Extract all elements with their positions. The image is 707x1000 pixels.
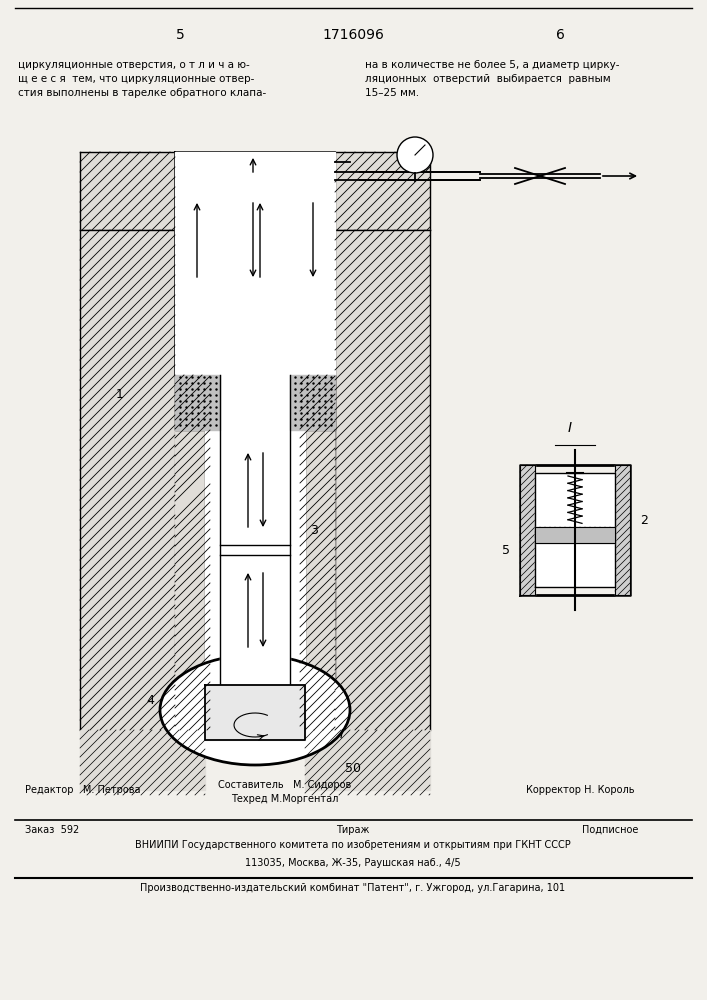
Text: 6: 6: [556, 28, 564, 42]
Text: Составитель   М. Сидоров
Техред М.Моргентал: Составитель М. Сидоров Техред М.Моргента…: [218, 780, 351, 804]
Text: Заказ  592: Заказ 592: [25, 825, 79, 835]
Text: на в количестве не более 5, а диаметр цирку-
ляционных  отверстий  выбирается  р: на в количестве не более 5, а диаметр ци…: [365, 60, 619, 98]
Polygon shape: [335, 152, 430, 230]
Polygon shape: [615, 465, 630, 595]
Text: ВНИИПИ Государственного комитета по изобретениям и открытиям при ГКНТ СССР: ВНИИПИ Государственного комитета по изоб…: [135, 840, 571, 850]
Text: 5: 5: [502, 544, 510, 556]
Polygon shape: [305, 375, 335, 730]
Polygon shape: [335, 230, 430, 730]
Text: 4: 4: [146, 694, 154, 706]
Text: 113035, Москва, Ж-35, Раушская наб., 4/5: 113035, Москва, Ж-35, Раушская наб., 4/5: [245, 858, 461, 868]
Polygon shape: [175, 375, 205, 730]
Text: Производственно-издательский комбинат "Патент", г. Ужгород, ул.Гагарина, 101: Производственно-издательский комбинат "П…: [141, 883, 566, 893]
Text: Подписное: Подписное: [582, 825, 638, 835]
Text: 3: 3: [310, 524, 318, 536]
Polygon shape: [205, 420, 305, 730]
Polygon shape: [80, 230, 175, 730]
Text: Редактор   М. Петрова: Редактор М. Петрова: [25, 785, 141, 795]
Text: циркуляционные отверстия, о т л и ч а ю-
щ е е с я  тем, что циркуляционные отве: циркуляционные отверстия, о т л и ч а ю-…: [18, 60, 267, 98]
Text: Корректор Н. Король: Корректор Н. Король: [526, 785, 634, 795]
Polygon shape: [535, 527, 615, 543]
Text: Тираж: Тираж: [337, 825, 370, 835]
Polygon shape: [520, 465, 535, 595]
Text: 2: 2: [640, 514, 648, 526]
Polygon shape: [305, 730, 430, 790]
Circle shape: [397, 137, 433, 173]
Ellipse shape: [160, 655, 350, 765]
Polygon shape: [535, 473, 615, 587]
Polygon shape: [220, 375, 290, 720]
Polygon shape: [80, 730, 205, 790]
Polygon shape: [175, 375, 220, 430]
Text: 5: 5: [175, 28, 185, 42]
Text: I: I: [340, 728, 344, 742]
Polygon shape: [175, 152, 335, 375]
Polygon shape: [80, 152, 175, 230]
Text: 50: 50: [345, 762, 361, 774]
Text: I: I: [568, 421, 572, 435]
Polygon shape: [205, 685, 305, 740]
Text: 1716096: 1716096: [322, 28, 384, 42]
Text: 1: 1: [116, 388, 124, 401]
Polygon shape: [290, 375, 335, 430]
